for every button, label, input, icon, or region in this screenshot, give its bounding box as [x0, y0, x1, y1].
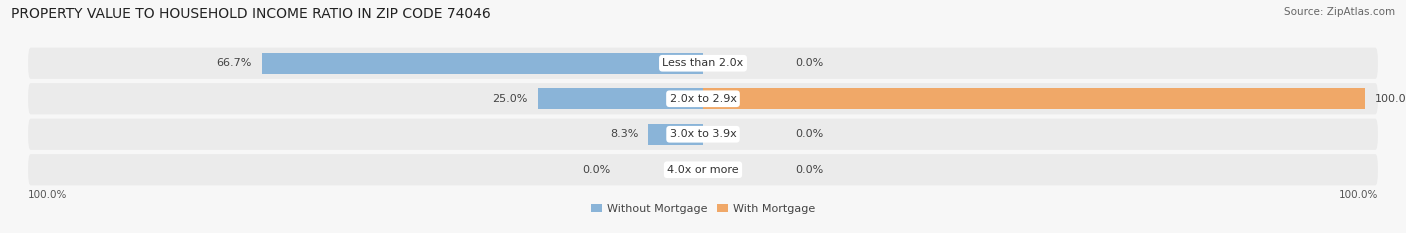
Text: 0.0%: 0.0% — [582, 165, 610, 175]
Text: PROPERTY VALUE TO HOUSEHOLD INCOME RATIO IN ZIP CODE 74046: PROPERTY VALUE TO HOUSEHOLD INCOME RATIO… — [11, 7, 491, 21]
Text: 3.0x to 3.9x: 3.0x to 3.9x — [669, 129, 737, 139]
Bar — [537, 88, 703, 110]
Text: 4.0x or more: 4.0x or more — [668, 165, 738, 175]
Bar — [703, 88, 1365, 110]
FancyBboxPatch shape — [28, 83, 1378, 114]
Text: 100.0%: 100.0% — [1339, 190, 1378, 200]
Bar — [648, 123, 703, 145]
FancyBboxPatch shape — [28, 48, 1378, 79]
Legend: Without Mortgage, With Mortgage: Without Mortgage, With Mortgage — [586, 199, 820, 218]
FancyBboxPatch shape — [28, 119, 1378, 150]
FancyBboxPatch shape — [28, 154, 1378, 185]
Text: 0.0%: 0.0% — [796, 129, 824, 139]
Text: 66.7%: 66.7% — [217, 58, 252, 68]
Bar — [262, 53, 703, 74]
Text: Source: ZipAtlas.com: Source: ZipAtlas.com — [1284, 7, 1395, 17]
Text: 8.3%: 8.3% — [610, 129, 638, 139]
Text: 0.0%: 0.0% — [796, 58, 824, 68]
Text: 2.0x to 2.9x: 2.0x to 2.9x — [669, 94, 737, 104]
Text: 100.0%: 100.0% — [28, 190, 67, 200]
Text: Less than 2.0x: Less than 2.0x — [662, 58, 744, 68]
Text: 25.0%: 25.0% — [492, 94, 527, 104]
Text: 100.0%: 100.0% — [1375, 94, 1406, 104]
Text: 0.0%: 0.0% — [796, 165, 824, 175]
